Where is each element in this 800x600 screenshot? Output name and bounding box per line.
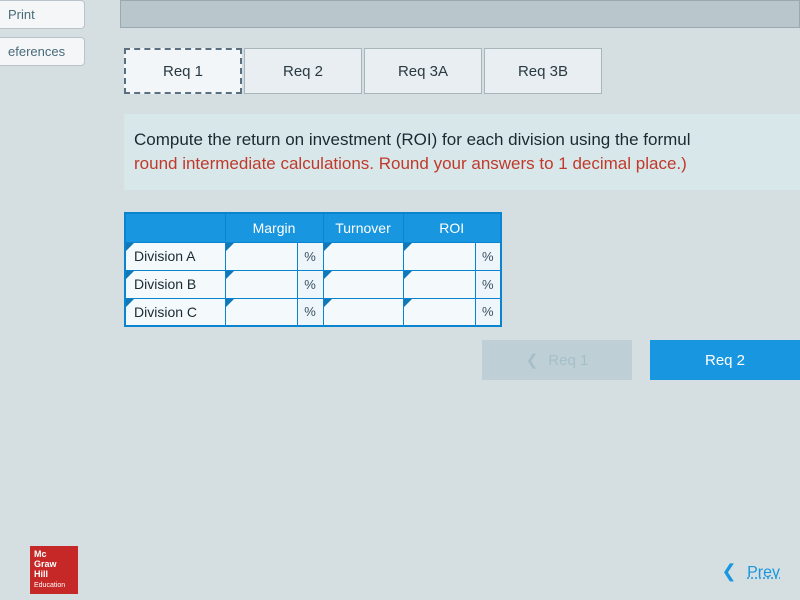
corner-icon bbox=[226, 271, 234, 279]
corner-icon bbox=[324, 243, 332, 251]
corner-icon bbox=[404, 271, 412, 279]
margin-b-unit: % bbox=[297, 270, 323, 298]
corner-icon bbox=[226, 243, 234, 251]
turnover-c-input[interactable] bbox=[324, 299, 403, 326]
turnover-a-input[interactable] bbox=[324, 243, 403, 270]
roi-c-input[interactable] bbox=[404, 299, 475, 326]
margin-b-cell[interactable] bbox=[225, 270, 297, 298]
tab-req1[interactable]: Req 1 bbox=[124, 48, 242, 94]
row-label-c: Division C bbox=[125, 298, 225, 326]
top-bar-stub bbox=[120, 0, 800, 28]
roi-table-wrap: Margin Turnover ROI Division A % % Divis… bbox=[124, 212, 800, 328]
margin-a-input[interactable] bbox=[226, 243, 297, 270]
left-panel: Print eferences bbox=[0, 0, 85, 600]
row-label-b: Division B bbox=[125, 270, 225, 298]
nav-buttons: ❮ Req 1 Req 2 bbox=[482, 340, 800, 380]
corner-icon bbox=[324, 271, 332, 279]
roi-b-unit: % bbox=[475, 270, 501, 298]
roi-a-unit: % bbox=[475, 242, 501, 270]
corner-icon bbox=[226, 299, 234, 307]
table-row: Division C % % bbox=[125, 298, 501, 326]
col-roi: ROI bbox=[403, 213, 501, 243]
instruction-line1: Compute the return on investment (ROI) f… bbox=[134, 130, 691, 149]
references-link[interactable]: eferences bbox=[0, 37, 85, 66]
corner-icon bbox=[126, 299, 134, 307]
col-turnover: Turnover bbox=[323, 213, 403, 243]
margin-c-cell[interactable] bbox=[225, 298, 297, 326]
chevron-left-icon: ❮ bbox=[526, 351, 539, 369]
margin-c-unit: % bbox=[297, 298, 323, 326]
tab-req3a[interactable]: Req 3A bbox=[364, 48, 482, 94]
mcgraw-hill-logo: Mc Graw Hill Education bbox=[30, 546, 78, 594]
col-blank bbox=[125, 213, 225, 243]
next-req-button[interactable]: Req 2 bbox=[650, 340, 800, 380]
corner-icon bbox=[404, 243, 412, 251]
instruction-line2: round intermediate calculations. Round y… bbox=[134, 154, 687, 173]
tab-req3b[interactable]: Req 3B bbox=[484, 48, 602, 94]
next-req-label: Req 2 bbox=[705, 352, 745, 369]
chevron-left-icon: ❮ bbox=[722, 561, 737, 581]
content-area: Req 1 Req 2 Req 3A Req 3B Compute the re… bbox=[100, 0, 800, 600]
corner-icon bbox=[404, 299, 412, 307]
bottom-prev-link[interactable]: ❮ Prev bbox=[722, 561, 780, 582]
roi-a-cell[interactable] bbox=[403, 242, 475, 270]
turnover-c-cell[interactable] bbox=[323, 298, 403, 326]
turnover-a-cell[interactable] bbox=[323, 242, 403, 270]
corner-icon bbox=[126, 243, 134, 251]
instruction-panel: Compute the return on investment (ROI) f… bbox=[124, 114, 800, 190]
roi-table: Margin Turnover ROI Division A % % Divis… bbox=[124, 212, 502, 328]
corner-icon bbox=[324, 299, 332, 307]
tab-req2[interactable]: Req 2 bbox=[244, 48, 362, 94]
prev-req-label: Req 1 bbox=[548, 352, 588, 369]
roi-c-unit: % bbox=[475, 298, 501, 326]
bottom-prev-label: Prev bbox=[747, 564, 780, 581]
margin-a-unit: % bbox=[297, 242, 323, 270]
roi-b-cell[interactable] bbox=[403, 270, 475, 298]
print-link[interactable]: Print bbox=[0, 0, 85, 29]
corner-icon bbox=[126, 271, 134, 279]
col-margin: Margin bbox=[225, 213, 323, 243]
margin-b-input[interactable] bbox=[226, 271, 297, 298]
roi-c-cell[interactable] bbox=[403, 298, 475, 326]
margin-a-cell[interactable] bbox=[225, 242, 297, 270]
roi-b-input[interactable] bbox=[404, 271, 475, 298]
prev-req-button[interactable]: ❮ Req 1 bbox=[482, 340, 632, 380]
row-label-a: Division A bbox=[125, 242, 225, 270]
roi-a-input[interactable] bbox=[404, 243, 475, 270]
turnover-b-cell[interactable] bbox=[323, 270, 403, 298]
margin-c-input[interactable] bbox=[226, 299, 297, 326]
table-row: Division A % % bbox=[125, 242, 501, 270]
req-tabs: Req 1 Req 2 Req 3A Req 3B bbox=[124, 48, 800, 94]
table-row: Division B % % bbox=[125, 270, 501, 298]
turnover-b-input[interactable] bbox=[324, 271, 403, 298]
